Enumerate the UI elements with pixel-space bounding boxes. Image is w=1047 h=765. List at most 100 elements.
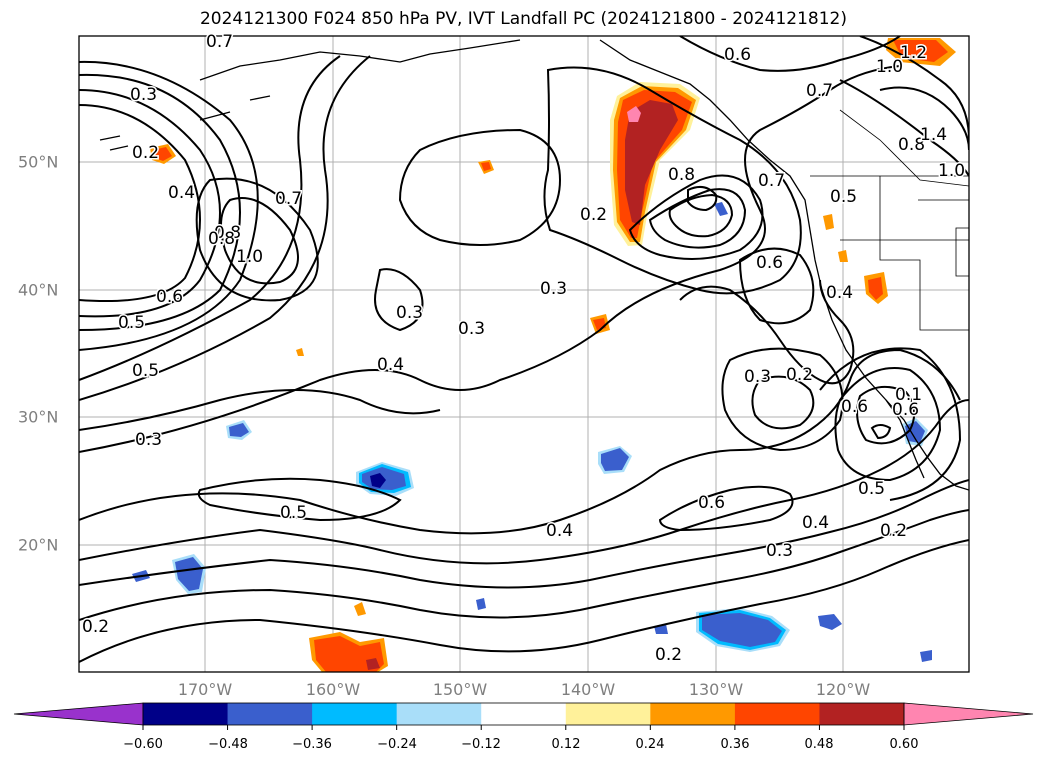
contour-label: 0.3 [130,85,157,105]
contour-label: 0.5 [830,187,857,207]
pv-contour-5 [79,55,341,381]
contour-label: 0.2 [580,205,607,225]
colorbar-segment [819,703,905,725]
contour-label: 0.8 [668,165,695,185]
lon-label: 150°W [432,680,488,699]
contour-label: 0.2 [786,365,813,385]
contour-label: 0.5 [118,313,145,333]
contour-label: 0.5 [132,361,159,381]
colorbar-segment [565,703,651,725]
contour-label: 0.3 [540,279,567,299]
colorbar-segment [396,703,482,725]
pv-contour-15 [628,174,764,260]
lat-label: 40°N [18,280,59,300]
colorbar-segment [650,703,736,725]
contour-label: 0.7 [206,32,233,52]
contour-label: 0.7 [758,171,785,191]
pv-contour-24 [856,385,916,445]
contour-label: 0.1 [895,385,922,405]
colorbar-tick-label: 0.12 [551,737,581,752]
pv-contour-27 [819,347,962,501]
pv-contour-25 [870,424,892,440]
pv-contour-31 [374,268,424,332]
pv-contour-8 [79,348,961,535]
pv-contour-16 [648,188,747,249]
pv-contour-6 [79,55,371,401]
contour-label: 0.3 [396,303,423,323]
contour-label: 0.6 [156,287,183,307]
lat-label: 50°N [18,152,59,172]
contour-label: 0.6 [724,45,751,65]
contour-label: 0.2 [880,521,907,541]
colorbar-extend-low [13,702,144,726]
pv-contour-14 [658,485,794,532]
contour-label: 1.2 [900,43,927,63]
ivt-negative-anomaly [132,202,932,662]
colorbar-tick-label: −0.12 [461,737,501,752]
colorbar-frame [142,702,905,726]
pv-contour-11 [79,509,969,621]
pv-low-west-1 [220,197,299,285]
ivt-positive-anomaly [150,38,956,672]
pv-contour-30 [398,128,562,246]
contour-label: 0.4 [802,513,829,533]
lon-label: 160°W [305,680,361,699]
colorbar-tick-label: −0.24 [377,737,417,752]
contour-label: 1.0 [876,57,903,77]
contour-label: 0.6 [756,253,783,273]
lon-label: 140°W [560,680,616,699]
contour-label: 1.0 [938,161,965,181]
colorbar [13,702,1034,730]
lat-label: 20°N [18,535,59,555]
pv-contour-17 [668,193,734,238]
contour-label: 0.4 [546,521,573,541]
contour-label: 0.2 [655,645,682,665]
colorbar-segment [227,703,313,725]
pv-contour-23 [721,347,844,452]
pv-contour-18 [687,185,718,212]
map-frame [78,35,970,673]
colorbar-tick-label: 0.36 [720,737,750,752]
colorbar-tick-label: −0.36 [292,737,332,752]
colorbar-tick-label: 0.48 [804,737,834,752]
lat-label: 30°N [18,407,59,427]
contour-label: 0.3 [458,319,485,339]
pv-contour-19 [543,66,802,295]
map-background [79,36,969,672]
colorbar-tick-label: −0.48 [208,737,248,752]
contour-label: 0.7 [806,81,833,101]
contour-label: 1.0 [236,247,263,267]
colorbar-tick-label: 0.60 [889,737,919,752]
pv-contour-7 [79,65,901,453]
contour-label: 0.6 [892,400,919,420]
pv-contour-13 [197,477,402,522]
lon-label: 130°W [688,680,744,699]
colorbar-segment [312,703,398,725]
pv-contour-3 [79,89,221,318]
contour-label: 0.4 [826,283,853,303]
pv-contour-32 [79,389,441,431]
contour-label: 0.8 [898,135,925,155]
contour-label: 0.8 [214,223,241,243]
colorbar-segment [734,703,820,725]
pv-contour-4 [79,104,201,303]
contour-label: 0.6 [698,493,725,513]
pv-contour-29 [879,86,969,151]
colorbar-segment [481,703,567,725]
contour-label: 0.4 [377,355,404,375]
colorbar-extend-high [903,702,1034,726]
coast-alaska-se [599,39,969,491]
contour-label: 0.8 [208,229,235,249]
pv-contour-33 [679,36,901,72]
pv-contour-12 [79,539,969,663]
pv-contour-2 [79,73,241,331]
contour-label: 0.7 [275,189,302,209]
contour-label: 0.2 [132,143,159,163]
lon-label: 120°W [815,680,871,699]
pv-contour-26 [834,367,942,482]
contour-label: 0.2 [82,617,109,637]
pv-contours [79,36,969,663]
contour-label: 0.5 [858,479,885,499]
state-borders [810,109,969,331]
lon-label: 170°W [177,680,233,699]
